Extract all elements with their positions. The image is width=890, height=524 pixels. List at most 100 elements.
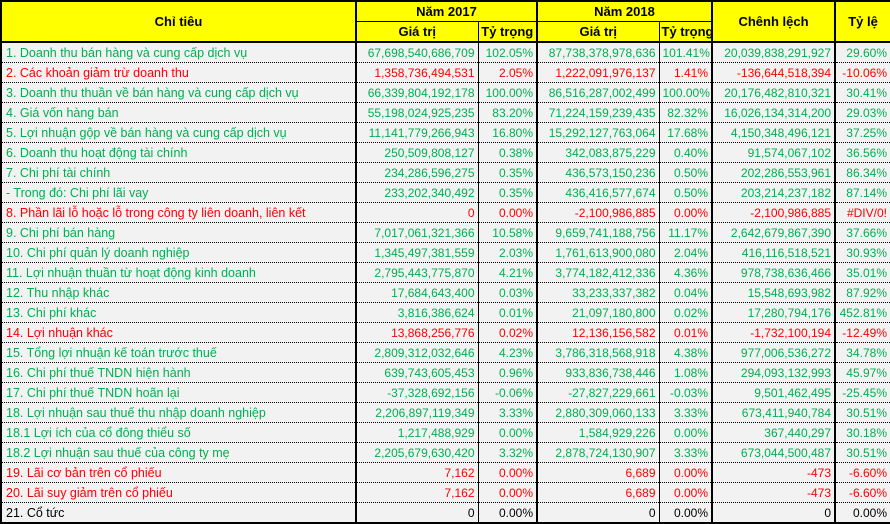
cell-diff[interactable]: 977,006,536,272	[711, 342, 836, 363]
cell-weight-2017[interactable]: 100.00%	[477, 82, 538, 103]
cell-weight-2018[interactable]: 17.68%	[658, 122, 713, 143]
cell-label[interactable]: 19. Lãi cơ bản trên cổ phiếu	[0, 462, 357, 483]
cell-weight-2017[interactable]: 4.23%	[477, 342, 538, 363]
cell-ratio[interactable]: 30.93%	[834, 242, 890, 263]
cell-value-2017[interactable]: 3,816,386,624	[355, 302, 479, 323]
cell-diff[interactable]: -2,100,986,885	[711, 202, 836, 223]
cell-weight-2017[interactable]: 0.03%	[477, 282, 538, 303]
header-cell-nam-2018[interactable]: Năm 2018	[536, 0, 713, 22]
cell-ratio[interactable]: 29.03%	[834, 102, 890, 123]
cell-diff[interactable]: 20,039,838,291,927	[711, 41, 836, 63]
cell-value-2018[interactable]: 2,878,724,130,907	[536, 442, 660, 463]
cell-value-2018[interactable]: 33,233,337,382	[536, 282, 660, 303]
cell-diff[interactable]: -136,644,518,394	[711, 62, 836, 83]
cell-ratio[interactable]: #DIV/0!	[834, 202, 890, 223]
cell-weight-2017[interactable]: 102.05%	[477, 41, 538, 63]
cell-weight-2018[interactable]: 0.00%	[658, 462, 713, 483]
cell-value-2018[interactable]: 3,774,182,412,336	[536, 262, 660, 283]
cell-weight-2017[interactable]: 2.03%	[477, 242, 538, 263]
cell-diff[interactable]: 17,280,794,176	[711, 302, 836, 323]
cell-label[interactable]: 6. Doanh thu hoạt động tài chính	[0, 142, 357, 163]
cell-label[interactable]: 18.2 Lợi nhuận sau thuế của công ty mẹ	[0, 442, 357, 463]
cell-weight-2018[interactable]: 1.41%	[658, 62, 713, 83]
cell-value-2017[interactable]: 234,286,596,275	[355, 162, 479, 183]
cell-label[interactable]: 10. Chi phí quản lý doanh nghiệp	[0, 242, 357, 263]
cell-value-2017[interactable]: 250,509,808,127	[355, 142, 479, 163]
cell-value-2017[interactable]: 7,017,061,321,366	[355, 222, 479, 243]
cell-weight-2018[interactable]: 0.00%	[658, 202, 713, 223]
cell-diff[interactable]: 2,642,679,867,390	[711, 222, 836, 243]
cell-value-2018[interactable]: 6,689	[536, 482, 660, 503]
cell-label[interactable]: 9. Chi phí bán hàng	[0, 222, 357, 243]
cell-weight-2018[interactable]: 4.36%	[658, 262, 713, 283]
cell-value-2017[interactable]: 2,795,443,775,870	[355, 262, 479, 283]
cell-ratio[interactable]: 30.51%	[834, 442, 890, 463]
cell-diff[interactable]: 15,548,693,982	[711, 282, 836, 303]
cell-value-2018[interactable]: 9,659,741,188,756	[536, 222, 660, 243]
cell-weight-2018[interactable]: -0.03%	[658, 382, 713, 403]
cell-ratio[interactable]: 30.41%	[834, 82, 890, 103]
cell-value-2018[interactable]: 342,083,875,229	[536, 142, 660, 163]
cell-ratio[interactable]: 30.18%	[834, 422, 890, 443]
cell-ratio[interactable]: 29.60%	[834, 41, 890, 63]
cell-label[interactable]: 3. Doanh thu thuần về bán hàng và cung c…	[0, 82, 357, 103]
cell-weight-2017[interactable]: -0.06%	[477, 382, 538, 403]
cell-label[interactable]: 8. Phần lãi lỗ hoặc lỗ trong công ty liê…	[0, 202, 357, 223]
cell-weight-2018[interactable]: 0.01%	[658, 322, 713, 343]
cell-ratio[interactable]: 87.14%	[834, 182, 890, 203]
cell-diff[interactable]: 16,026,134,314,200	[711, 102, 836, 123]
cell-value-2018[interactable]: 21,097,180,800	[536, 302, 660, 323]
cell-label[interactable]: 12. Thu nhập khác	[0, 282, 357, 303]
cell-label[interactable]: 18.1 Lợi ích của cổ đông thiểu số	[0, 422, 357, 443]
cell-weight-2018[interactable]: 0.40%	[658, 142, 713, 163]
cell-weight-2018[interactable]: 11.17%	[658, 222, 713, 243]
cell-weight-2017[interactable]: 0.00%	[477, 482, 538, 503]
cell-weight-2018[interactable]: 0.04%	[658, 282, 713, 303]
header-cell-ty-trong-2018[interactable]: Tỷ trọng	[658, 21, 713, 43]
cell-weight-2017[interactable]: 83.20%	[477, 102, 538, 123]
cell-value-2017[interactable]: 66,339,804,192,178	[355, 82, 479, 103]
cell-diff[interactable]: 673,044,500,487	[711, 442, 836, 463]
cell-ratio[interactable]: -6.60%	[834, 462, 890, 483]
cell-weight-2017[interactable]: 0.01%	[477, 302, 538, 323]
cell-label[interactable]: 18. Lợi nhuận sau thuế thu nhập doanh ng…	[0, 402, 357, 423]
cell-weight-2017[interactable]: 0.96%	[477, 362, 538, 383]
cell-ratio[interactable]: 34.78%	[834, 342, 890, 363]
cell-weight-2018[interactable]: 3.33%	[658, 442, 713, 463]
cell-ratio[interactable]: 452.81%	[834, 302, 890, 323]
cell-label[interactable]: - Trong đó: Chi phí lãi vay	[0, 182, 357, 203]
cell-label[interactable]: 5. Lợi nhuận gộp về bán hàng và cung cấp…	[0, 122, 357, 143]
cell-ratio[interactable]: 86.34%	[834, 162, 890, 183]
header-cell-ty-le[interactable]: Tỷ lệ	[834, 0, 890, 43]
cell-value-2017[interactable]: 17,684,643,400	[355, 282, 479, 303]
cell-weight-2017[interactable]: 0.35%	[477, 182, 538, 203]
cell-value-2018[interactable]: 0	[536, 502, 660, 524]
cell-weight-2017[interactable]: 3.32%	[477, 442, 538, 463]
cell-label[interactable]: 14. Lợi nhuận khác	[0, 322, 357, 343]
cell-weight-2018[interactable]: 3.33%	[658, 402, 713, 423]
cell-value-2018[interactable]: 3,786,318,568,918	[536, 342, 660, 363]
cell-label[interactable]: 21. Cổ tức	[0, 502, 357, 524]
cell-weight-2017[interactable]: 3.33%	[477, 402, 538, 423]
cell-value-2017[interactable]: 2,206,897,119,349	[355, 402, 479, 423]
cell-ratio[interactable]: 0.00%	[834, 502, 890, 524]
header-cell-gia-tri-2017[interactable]: Giá trị	[355, 21, 479, 43]
cell-value-2017[interactable]: 1,358,736,494,531	[355, 62, 479, 83]
cell-diff[interactable]: 4,150,348,496,121	[711, 122, 836, 143]
cell-diff[interactable]: 978,738,636,466	[711, 262, 836, 283]
cell-weight-2018[interactable]: 0.02%	[658, 302, 713, 323]
cell-value-2018[interactable]: 15,292,127,763,064	[536, 122, 660, 143]
cell-diff[interactable]: 20,176,482,810,321	[711, 82, 836, 103]
cell-weight-2017[interactable]: 4.21%	[477, 262, 538, 283]
cell-label[interactable]: 16. Chi phí thuế TNDN hiện hành	[0, 362, 357, 383]
cell-diff[interactable]: -473	[711, 462, 836, 483]
cell-weight-2017[interactable]: 0.02%	[477, 322, 538, 343]
cell-ratio[interactable]: 37.25%	[834, 122, 890, 143]
cell-weight-2018[interactable]: 4.38%	[658, 342, 713, 363]
cell-value-2017[interactable]: 11,141,779,266,943	[355, 122, 479, 143]
cell-diff[interactable]: 0	[711, 502, 836, 524]
cell-weight-2018[interactable]: 0.00%	[658, 422, 713, 443]
cell-weight-2017[interactable]: 16.80%	[477, 122, 538, 143]
header-cell-chenh-lech[interactable]: Chênh lệch	[711, 0, 836, 43]
cell-value-2018[interactable]: 87,738,378,978,636	[536, 41, 660, 63]
